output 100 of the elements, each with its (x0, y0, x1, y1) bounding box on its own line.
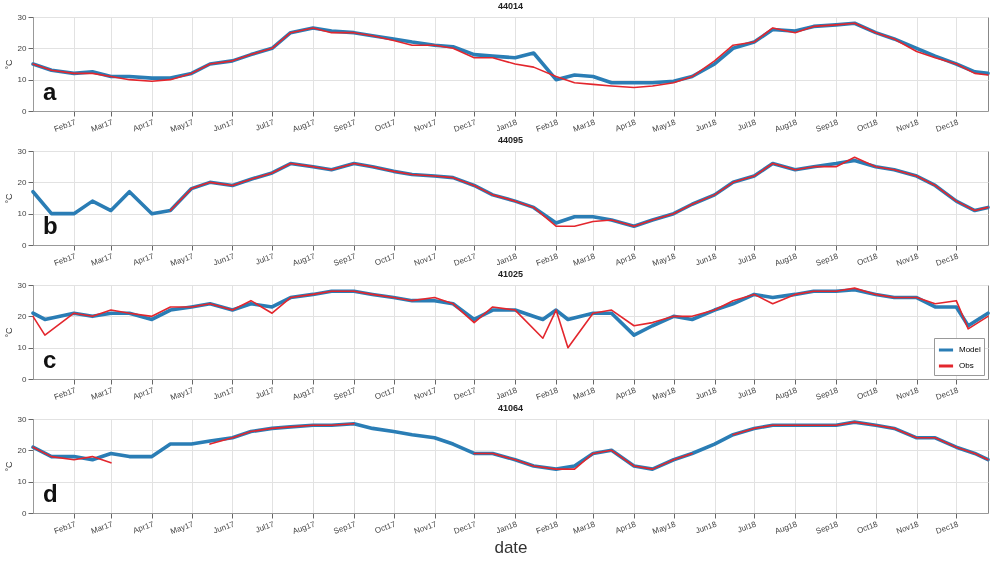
x-tick-label: Jun17 (212, 519, 237, 536)
y-tick-label: 0 (22, 508, 28, 518)
annotation: b (43, 212, 58, 239)
chart-title: 41025 (497, 269, 524, 279)
x-tick-label: Jun18 (694, 117, 719, 134)
x-tick-label: Sep18 (814, 251, 840, 268)
x-tick-label: May18 (651, 251, 678, 269)
x-tick-label: Jun18 (694, 385, 719, 402)
x-tick-label: Oct17 (373, 251, 398, 268)
x-tick-label: Jun17 (212, 117, 237, 134)
x-tick-label: Nov17 (412, 117, 439, 134)
x-tick-label: Oct18 (855, 251, 880, 268)
x-tick-label: Apr18 (614, 519, 638, 536)
x-tick-label: Oct18 (855, 519, 880, 536)
x-tick-label: Nov17 (412, 385, 439, 402)
x-tick-label: Feb17 (52, 117, 78, 134)
x-tick-label: Aug17 (291, 251, 317, 268)
x-tick-label: May17 (169, 251, 196, 269)
x-tick-label: May17 (169, 117, 196, 135)
x-tick-label: Mar18 (571, 117, 597, 134)
x-tick-label: Sep17 (332, 117, 358, 134)
x-tick-label: Feb18 (534, 251, 560, 268)
x-tick-label: Feb18 (534, 519, 560, 536)
annotation: a (43, 78, 57, 105)
y-tick-label: 0 (22, 240, 28, 250)
x-tick-label: Oct17 (373, 519, 398, 536)
x-tick-label: Aug17 (291, 385, 317, 402)
x-tick-label: Oct17 (373, 117, 398, 134)
x-tick-label: Dec17 (452, 117, 478, 134)
x-tick-label: Dec18 (934, 117, 961, 134)
y-axis-title: °C (3, 460, 14, 472)
x-tick-label: May18 (651, 519, 678, 537)
x-tick-label: Oct17 (373, 385, 398, 402)
annotation: c (43, 346, 57, 373)
x-tick-label: Apr18 (614, 251, 638, 268)
x-tick-label: Apr17 (131, 251, 156, 268)
x-tick-label: Feb17 (52, 251, 78, 268)
x-tick-label: Jul17 (254, 385, 276, 401)
x-tick-label: Nov18 (895, 385, 921, 402)
x-tick-label: Nov18 (895, 117, 921, 134)
x-tick-label: May17 (169, 385, 196, 403)
chart-title: 44095 (497, 135, 524, 145)
x-tick-label: Jul17 (254, 117, 276, 133)
x-tick-label: Aug18 (773, 385, 799, 402)
x-tick-label: Aug17 (291, 117, 317, 134)
x-tick-label: Nov17 (412, 519, 439, 536)
x-tick-label: Apr17 (131, 519, 156, 536)
y-tick-label: 30 (17, 280, 28, 290)
x-tick-label: Feb17 (52, 519, 78, 536)
x-axis-title: date (494, 538, 528, 558)
x-tick-label: Dec17 (452, 251, 478, 268)
x-tick-label: Sep18 (814, 385, 840, 402)
y-tick-label: 30 (17, 414, 28, 424)
x-tick-label: Apr17 (131, 117, 156, 134)
x-tick-label: Aug18 (773, 117, 799, 134)
x-tick-label: Sep18 (814, 519, 840, 536)
x-tick-label: Jul18 (736, 117, 758, 133)
x-tick-label: Mar17 (89, 117, 115, 134)
x-tick-label: Jul18 (736, 251, 758, 267)
y-tick-label: 20 (17, 43, 28, 53)
x-tick-label: Sep17 (332, 251, 358, 268)
x-tick-label: Mar18 (571, 251, 597, 268)
x-tick-label: Apr18 (614, 385, 638, 402)
x-tick-label: Sep17 (332, 519, 358, 536)
y-axis-title: °C (3, 58, 14, 70)
y-tick-label: 10 (17, 209, 28, 219)
x-tick-label: Aug17 (291, 519, 317, 536)
x-tick-label: Jul17 (254, 519, 276, 535)
x-tick-label: Dec18 (934, 519, 961, 536)
x-tick-label: Dec18 (934, 385, 961, 402)
x-tick-label: Apr17 (131, 385, 156, 402)
y-tick-label: 20 (17, 445, 28, 455)
x-tick-label: Jun17 (212, 385, 237, 402)
x-tick-label: Jun17 (212, 251, 237, 268)
x-tick-label: Nov18 (895, 251, 921, 268)
x-tick-label: Jul17 (254, 251, 276, 267)
x-tick-label: Feb17 (52, 385, 78, 402)
y-tick-label: 30 (17, 12, 28, 22)
y-tick-label: 0 (22, 374, 28, 384)
y-tick-label: 10 (17, 477, 28, 487)
legend-label: Obs (959, 361, 974, 370)
x-tick-label: Sep17 (332, 385, 358, 402)
x-tick-label: May18 (651, 117, 678, 135)
x-tick-label: Mar18 (571, 385, 597, 402)
x-tick-label: Dec18 (934, 251, 961, 268)
x-tick-label: Feb18 (534, 117, 560, 134)
x-tick-label: May17 (169, 519, 196, 537)
x-tick-label: Dec17 (452, 519, 478, 536)
y-axis-title: °C (3, 326, 14, 338)
x-tick-label: Jul18 (736, 519, 758, 535)
x-tick-label: Mar17 (89, 251, 115, 268)
chart-title: 44014 (497, 1, 524, 11)
x-tick-label: Aug18 (773, 519, 799, 536)
y-tick-label: 20 (17, 177, 28, 187)
x-tick-label: Jan18 (494, 519, 519, 536)
x-tick-label: May18 (651, 385, 678, 403)
x-tick-label: Mar18 (571, 519, 597, 536)
y-tick-label: 10 (17, 343, 28, 353)
y-axis-title: °C (3, 192, 14, 204)
annotation: d (43, 480, 58, 507)
